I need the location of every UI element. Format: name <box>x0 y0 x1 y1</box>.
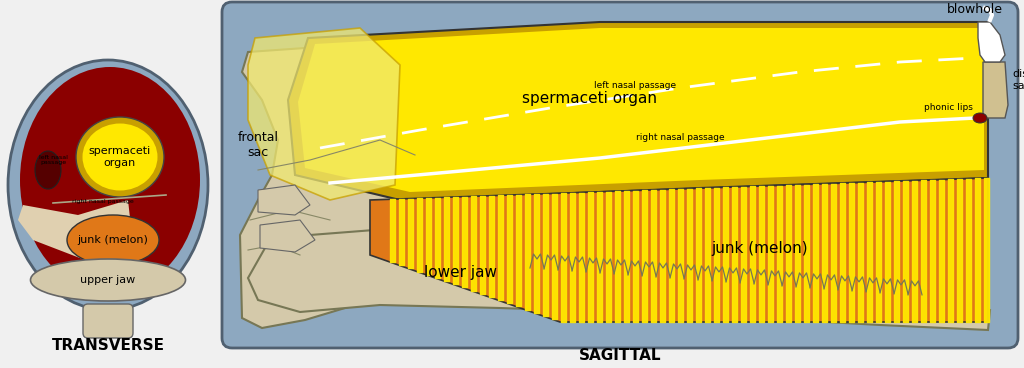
Ellipse shape <box>973 113 987 123</box>
Text: junk (melon): junk (melon) <box>712 241 808 255</box>
Polygon shape <box>248 28 400 200</box>
Text: TRANSVERSE: TRANSVERSE <box>51 338 165 353</box>
Ellipse shape <box>83 124 158 191</box>
Text: phonic lips: phonic lips <box>924 103 973 113</box>
Text: spermaceti organ: spermaceti organ <box>522 91 657 106</box>
Polygon shape <box>983 62 1008 118</box>
Ellipse shape <box>67 215 159 265</box>
Text: SAGITTAL: SAGITTAL <box>579 347 662 362</box>
Polygon shape <box>248 228 990 330</box>
Text: blowhole: blowhole <box>947 3 1002 16</box>
Text: spermaceti
organ: spermaceti organ <box>89 146 152 168</box>
Polygon shape <box>298 28 984 192</box>
Polygon shape <box>978 22 1005 62</box>
Polygon shape <box>258 185 310 215</box>
Text: right nasal passage: right nasal passage <box>72 198 134 204</box>
Text: left nasal passage: left nasal passage <box>594 81 676 89</box>
Text: upper jaw: upper jaw <box>80 275 135 285</box>
Ellipse shape <box>20 67 200 293</box>
Polygon shape <box>240 48 430 328</box>
Text: distal
sac: distal sac <box>1012 69 1024 91</box>
Text: left nasal
passage: left nasal passage <box>39 155 68 165</box>
Ellipse shape <box>76 117 164 197</box>
Polygon shape <box>370 178 988 322</box>
Text: right nasal passage: right nasal passage <box>636 134 724 142</box>
Ellipse shape <box>31 259 185 301</box>
Text: junk (melon): junk (melon) <box>78 235 148 245</box>
FancyBboxPatch shape <box>222 2 1018 348</box>
Text: lower jaw: lower jaw <box>424 265 497 280</box>
FancyBboxPatch shape <box>83 304 133 338</box>
Ellipse shape <box>8 60 208 310</box>
Text: frontal
sac: frontal sac <box>238 131 279 159</box>
Ellipse shape <box>35 151 61 189</box>
Polygon shape <box>260 220 315 252</box>
Polygon shape <box>18 200 133 265</box>
Polygon shape <box>288 22 988 200</box>
